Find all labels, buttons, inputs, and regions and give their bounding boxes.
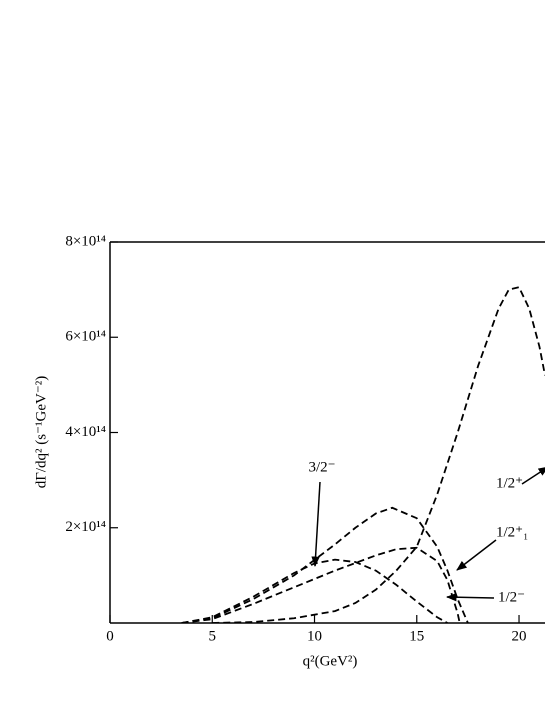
x-axis-label: q²(GeV²) [303,653,358,669]
annotation-arrow [311,481,321,568]
series-annotation: 1/2⁺₁ [496,524,528,540]
x-tick-label: 5 [209,628,217,644]
y-tick-label: 2×10¹⁴ [65,519,106,535]
annotation-arrow [456,539,497,571]
annotation-arrow [445,593,495,602]
x-tick-label: 15 [409,628,424,644]
x-tick-label: 20 [512,628,527,644]
series-line [181,546,461,623]
series-annotation: 3/2⁻ [308,459,335,475]
x-tick-label: 0 [106,628,114,644]
y-axis-label: dΓ/dq² (s⁻¹GeV⁻²) [33,376,49,489]
y-tick-label: 4×10¹⁴ [65,424,106,440]
series-annotation: 1/2⁻ [498,589,525,605]
annotation-arrow [521,466,545,485]
y-tick-label: 8×10¹⁴ [65,233,106,249]
series-annotation: 1/2⁺ [496,475,523,491]
series-line [212,286,545,623]
series-line [181,558,448,623]
series-line [181,506,469,623]
x-tick-label: 10 [307,628,322,644]
y-tick-label: 6×10¹⁴ [65,329,106,345]
